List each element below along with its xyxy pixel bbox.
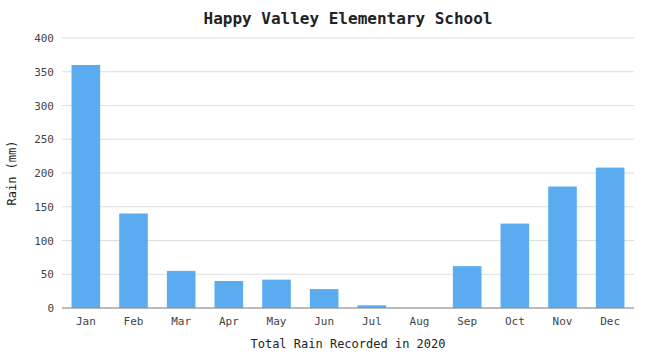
x-tick-label: Mar	[171, 315, 191, 328]
y-tick-label: 400	[34, 32, 54, 45]
grid-line	[62, 38, 634, 39]
grid-line	[62, 173, 634, 174]
x-tick-label: Feb	[124, 315, 144, 328]
x-axis-label: Total Rain Recorded in 2020	[250, 337, 445, 351]
y-tick-label: 200	[34, 167, 54, 180]
y-tick-label: 350	[34, 66, 54, 79]
bar	[548, 187, 577, 309]
x-tick-label: Dec	[600, 315, 620, 328]
bar	[310, 289, 339, 308]
x-tick-label: Oct	[505, 315, 525, 328]
y-tick-label: 0	[47, 302, 54, 315]
y-axis-label: Rain (mm)	[5, 140, 19, 205]
bar	[453, 266, 482, 308]
x-tick-label: Sep	[457, 315, 477, 328]
x-tick-label: Apr	[219, 315, 239, 328]
grid-line	[62, 105, 634, 106]
y-axis: 0 50 100 150 200 250 300 350 400	[34, 32, 634, 315]
x-axis: Jan Feb Mar Apr May Jun Jul Aug Sep Oct Nov Dec	[76, 315, 620, 328]
bar	[167, 271, 196, 308]
y-tick-label: 300	[34, 100, 54, 113]
y-tick-label: 250	[34, 133, 54, 146]
bar	[501, 224, 530, 308]
bar	[215, 281, 244, 308]
title: Happy Valley Elementary School	[204, 9, 493, 28]
bar	[72, 65, 101, 308]
bar	[262, 280, 291, 308]
x-tick-label: Nov	[553, 315, 573, 328]
chart: 050100150200250300350400JanFebMarAprMayJ…	[0, 0, 650, 360]
x-tick-label: Aug	[410, 315, 430, 328]
bar	[119, 214, 148, 309]
x-tick-label: Jul	[362, 315, 382, 328]
bar	[596, 168, 625, 308]
x-tick-label: Jan	[76, 315, 96, 328]
grid-line	[62, 139, 634, 140]
x-tick-label: Jun	[314, 315, 334, 328]
grid-line	[62, 308, 634, 309]
x-axis-line	[62, 308, 634, 309]
grid-line	[62, 71, 634, 72]
y-tick-label: 50	[41, 268, 54, 281]
y-tick-label: 100	[34, 235, 54, 248]
y-tick-label: 150	[34, 201, 54, 214]
x-tick-label: May	[267, 315, 287, 328]
bars	[72, 65, 625, 308]
